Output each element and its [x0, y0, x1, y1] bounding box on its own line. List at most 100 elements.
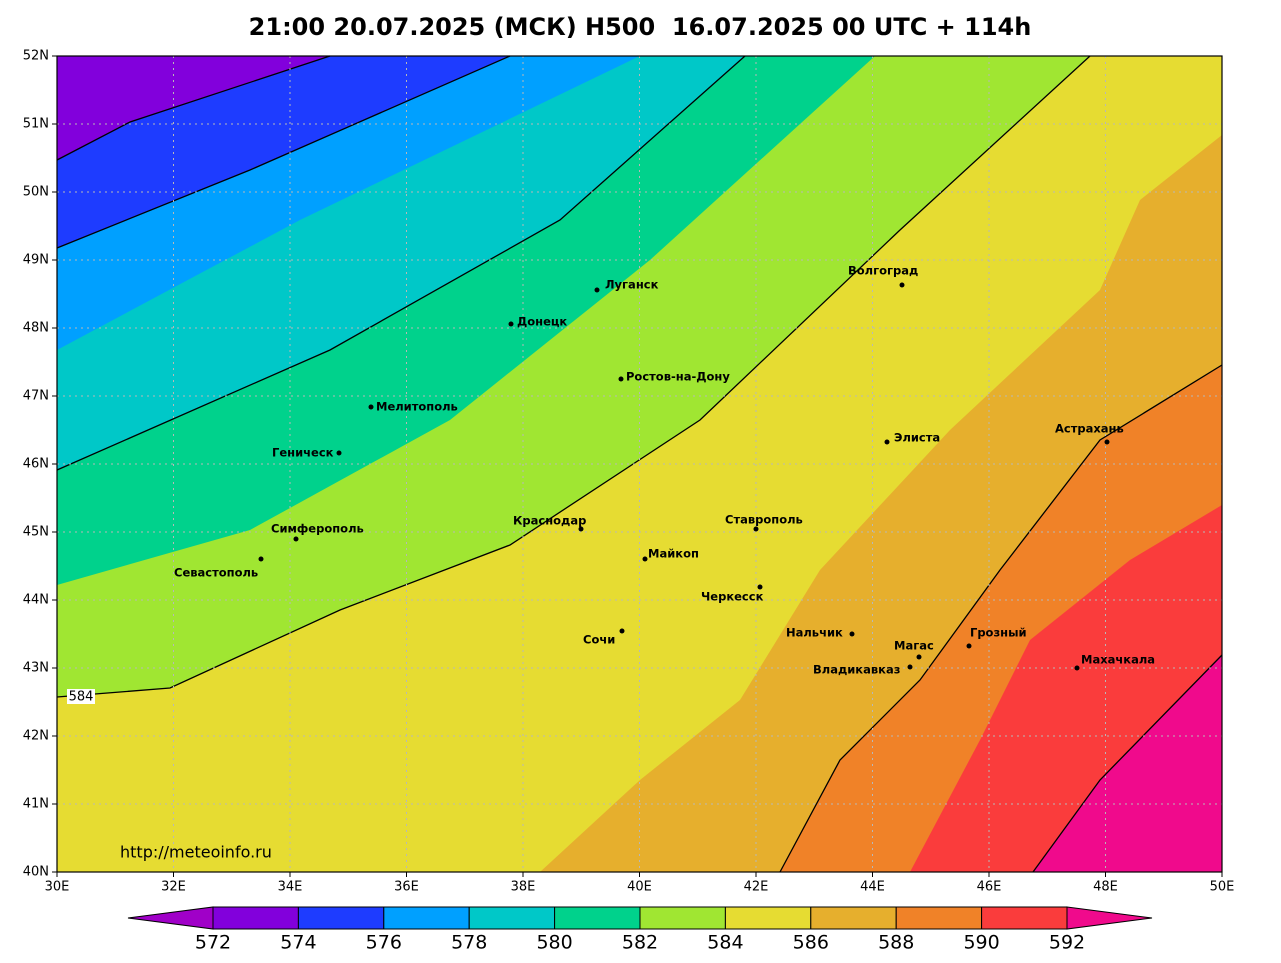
map-title: 21:00 20.07.2025 (МСК) H500 16.07.2025 0… — [249, 13, 1032, 41]
lat-label: 50N — [23, 185, 49, 200]
lon-label: 40E — [627, 880, 652, 895]
city-dot — [757, 584, 763, 590]
lat-label: 40N — [23, 865, 49, 880]
lon-label: 30E — [45, 880, 70, 895]
city-label: Геническ — [272, 446, 334, 460]
colorbar-segment — [895, 906, 983, 930]
lat-label: 45N — [23, 525, 49, 540]
city-dot — [1074, 665, 1080, 671]
city-dot — [916, 654, 922, 660]
colorbar-segment — [554, 906, 641, 930]
contour-line — [56, 55, 511, 249]
colorbar-segment — [810, 906, 897, 930]
city-dot — [336, 450, 342, 456]
colorbar-label: 586 — [793, 932, 829, 954]
city-label: Черкесск — [701, 590, 764, 604]
contour-line — [1032, 654, 1223, 873]
colorbar-segment — [639, 906, 726, 930]
city-label: Магас — [894, 639, 934, 653]
city-dot — [508, 321, 514, 327]
city-label: Краснодар — [513, 514, 586, 528]
lon-label: 42E — [744, 880, 769, 895]
city-dot — [966, 643, 972, 649]
lon-label: 32E — [161, 880, 186, 895]
city-label: Мелитополь — [376, 400, 458, 414]
city-label: Сочи — [583, 633, 615, 647]
city-label: Ростов-на-Дону — [626, 370, 730, 384]
lon-label: 46E — [977, 880, 1002, 895]
city-label: Волгоград — [848, 264, 918, 278]
colorbar-segment — [383, 906, 470, 930]
lat-label: 43N — [23, 661, 49, 676]
city-label: Владикавказ — [813, 663, 900, 677]
lon-label: 36E — [394, 880, 419, 895]
contour-line — [779, 364, 1223, 873]
colorbar-label: 590 — [963, 932, 999, 954]
contour-line — [56, 55, 331, 161]
city-label: Севастополь — [174, 566, 258, 580]
city-label: Донецк — [517, 315, 567, 329]
city-label: Нальчик — [786, 626, 843, 640]
lat-label: 46N — [23, 457, 49, 472]
city-label: Симферополь — [271, 522, 364, 536]
colorbar-label: 576 — [366, 932, 402, 954]
contour-label: 584 — [69, 690, 94, 705]
city-dot — [849, 631, 855, 637]
colorbar-segment — [297, 906, 385, 930]
city-label: Майкоп — [648, 547, 699, 561]
city-dot — [884, 439, 890, 445]
city-dot — [642, 556, 648, 562]
city-dot — [1104, 439, 1110, 445]
lon-label: 44E — [860, 880, 885, 895]
city-dot — [578, 526, 584, 532]
colorbar-label: 574 — [280, 932, 316, 954]
lat-label: 41N — [23, 797, 49, 812]
lon-label: 48E — [1093, 880, 1118, 895]
city-label: Ставрополь — [725, 513, 803, 527]
colorbar-extend — [127, 906, 214, 930]
city-dot — [619, 628, 625, 634]
colorbar-label: 572 — [195, 932, 231, 954]
city-label: Астрахань — [1055, 422, 1124, 436]
height-bands — [57, 56, 1222, 872]
map-frame — [56, 55, 1223, 873]
colorbar-label: 592 — [1049, 932, 1085, 954]
source-url: http://meteoinfo.ru — [120, 843, 272, 862]
contour-line — [56, 55, 746, 471]
colorbar-label: 580 — [536, 932, 572, 954]
lon-label: 50E — [1210, 880, 1235, 895]
city-dot — [618, 376, 624, 382]
colorbar-segment — [724, 906, 812, 930]
city-label: Махачкала — [1081, 653, 1155, 667]
city-dot — [258, 556, 264, 562]
lat-label: 52N — [23, 49, 49, 64]
lon-label: 34E — [278, 880, 303, 895]
colorbar-segment — [212, 906, 299, 930]
city-label: Луганск — [605, 278, 659, 292]
lat-label: 48N — [23, 321, 49, 336]
city-label: Элиста — [894, 431, 940, 445]
lon-label: 38E — [511, 880, 536, 895]
colorbar: 572 574 576 578 580 582 584 586 588 590 592 — [127, 906, 1153, 954]
city-dot — [594, 287, 600, 293]
colorbar-label: 578 — [451, 932, 487, 954]
lat-label: 51N — [23, 117, 49, 132]
band — [57, 56, 330, 160]
cities: Волгоград Луганск Донецк Ростов-на-Дону Мели… — [174, 264, 1155, 677]
colorbar-extend — [1066, 906, 1153, 930]
colorbar-label: 584 — [707, 932, 743, 954]
city-label: Грозный — [970, 626, 1027, 640]
lat-label: 44N — [23, 593, 49, 608]
city-dot — [907, 664, 913, 670]
lat-label: 47N — [23, 389, 49, 404]
contours — [56, 55, 1223, 873]
lat-label: 49N — [23, 253, 49, 268]
city-dot — [899, 282, 905, 288]
lat-label: 42N — [23, 729, 49, 744]
colorbar-segment — [468, 906, 556, 930]
contour-line — [56, 55, 1091, 698]
colorbar-segment — [981, 906, 1068, 930]
colorbar-label: 588 — [878, 932, 914, 954]
city-dot — [368, 404, 374, 410]
contour-label-bg — [67, 689, 95, 704]
